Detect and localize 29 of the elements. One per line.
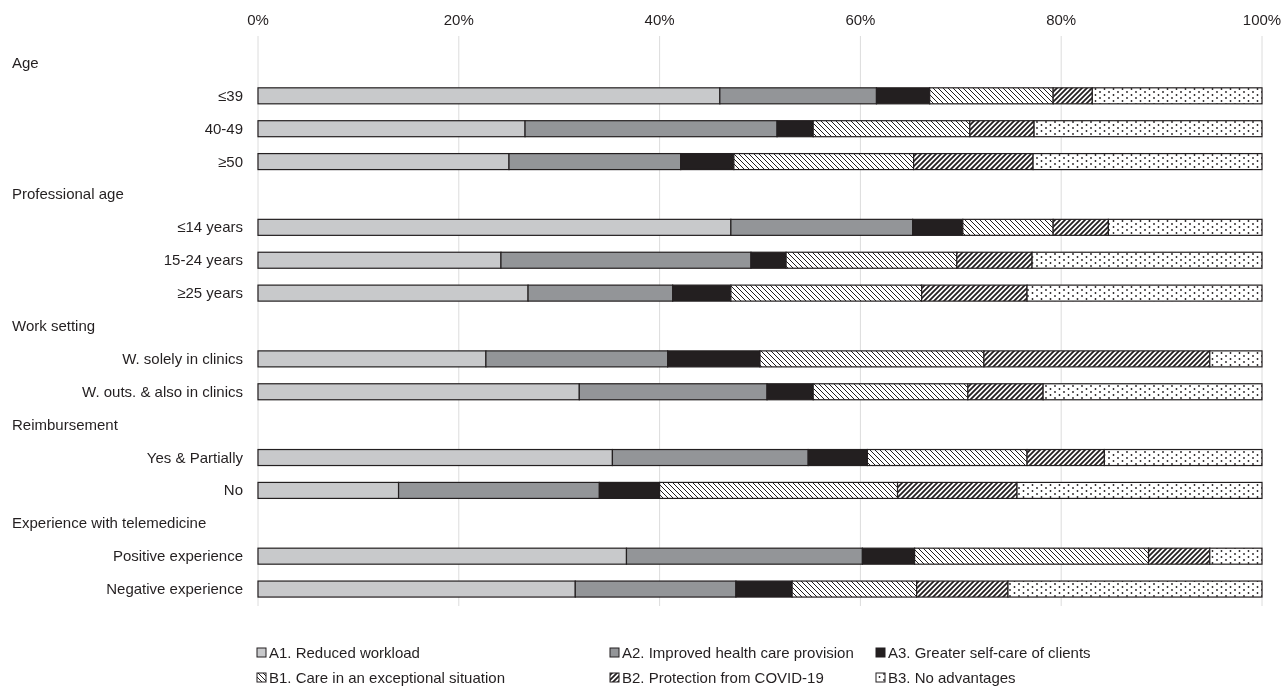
y-tick-label: Negative experience [106, 580, 243, 598]
legend-label: B3. No advantages [888, 669, 1016, 686]
y-tick-label: ≤39 [218, 86, 243, 104]
y-tick-label: ≤14 years [177, 218, 243, 236]
x-tick-label: 80% [1046, 11, 1077, 28]
legend-label: B2. Protection from COVID-19 [622, 669, 824, 686]
text: Professional age [12, 185, 124, 203]
x-tick-label: 40% [644, 11, 675, 28]
text: Experience with telemedicine [12, 514, 207, 532]
y-tick-label: W. outs. & also in clinics [82, 382, 243, 400]
legend-label: B1. Care in an exceptional situation [269, 669, 505, 686]
legend-label: A2. Improved health care provision [622, 644, 854, 661]
x-tick-label: 0% [247, 11, 269, 28]
y-tick-label: Positive experience [112, 547, 243, 565]
y-tick-label: Yes & Partially [146, 448, 244, 466]
text: Age [12, 53, 39, 71]
text: Reimbursement [12, 415, 119, 433]
y-tick-label: 40-49 [204, 119, 243, 137]
y-tick-label: No [223, 481, 243, 499]
x-tick-label: 20% [443, 11, 474, 28]
y-tick-label: 15-24 years [163, 251, 243, 269]
y-tick-label: ≥50 [218, 152, 243, 170]
legend-label: A3. Greater self-care of clients [888, 644, 1091, 661]
x-tick-label: 100% [1242, 11, 1282, 28]
y-tick-label: ≥25 years [177, 284, 243, 302]
x-tick-label: 60% [845, 11, 876, 28]
text: Work setting [12, 317, 96, 334]
legend-label: A1. Reduced workload [269, 644, 420, 661]
y-tick-label: W. solely in clinics [122, 349, 243, 367]
